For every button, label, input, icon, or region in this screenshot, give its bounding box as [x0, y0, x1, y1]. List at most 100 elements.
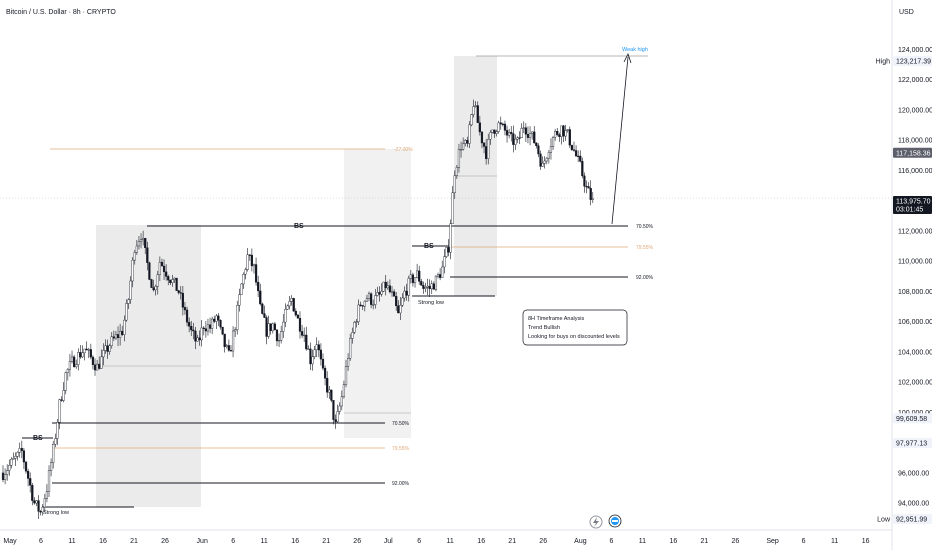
candle [323, 365, 327, 386]
candle [70, 350, 74, 364]
candle [87, 347, 90, 359]
candle [562, 124, 565, 143]
price-tag: 117,158.36 [893, 147, 932, 158]
candle [439, 268, 442, 281]
candle [240, 283, 243, 296]
level-label-7955-lower: 79.55% [392, 446, 410, 452]
candle [303, 327, 306, 343]
candle [8, 459, 11, 476]
candle [62, 382, 65, 403]
candle [480, 131, 484, 149]
candle [585, 180, 588, 194]
x-tick-label: 11 [447, 538, 454, 545]
candle [533, 126, 536, 144]
candle [468, 121, 471, 149]
candle [56, 419, 59, 446]
y-tick-label: 108,000.00 [898, 289, 932, 296]
x-tick-label: 11 [639, 538, 646, 545]
svg-text:92,951.99: 92,951.99 [896, 517, 927, 524]
bolt-icon[interactable] [589, 515, 603, 529]
strong-low-label-may: Strong low [43, 510, 69, 516]
candle [119, 323, 122, 346]
candle [518, 131, 521, 145]
level-label-92-lower: 92.00% [392, 481, 410, 487]
x-tick-label: 21 [130, 538, 138, 545]
candle [574, 145, 578, 158]
earnings-icon[interactable] [608, 514, 622, 528]
candle [470, 113, 473, 127]
candle [102, 343, 105, 366]
currency-label: USD [899, 9, 914, 16]
candle [43, 493, 46, 513]
candle [537, 143, 540, 158]
candle [64, 371, 67, 395]
candle [108, 343, 111, 355]
candle [3, 468, 7, 485]
level-label-7050-main: 70.50% [636, 224, 654, 230]
candle [577, 150, 580, 163]
svg-text:03:01:45: 03:01:45 [896, 206, 923, 213]
candle [382, 281, 385, 293]
candle [116, 326, 120, 347]
candle [386, 281, 389, 290]
candle [282, 314, 285, 338]
level-label-92-main: 92.00% [636, 275, 654, 281]
candle [380, 283, 383, 297]
y-tick-label: 116,000.00 [898, 168, 932, 175]
candle [192, 322, 195, 340]
candle [434, 275, 438, 292]
candle [125, 299, 128, 322]
candle [188, 317, 191, 333]
candle [583, 172, 586, 193]
candle [1, 465, 5, 483]
candle [579, 150, 582, 163]
price-axis[interactable]: 124,000.00 122,000.00 120,000.00 118,000.00… [898, 47, 932, 550]
x-tick-label: 16 [291, 538, 299, 545]
candle [505, 125, 509, 143]
candle [135, 239, 138, 255]
candle [399, 297, 402, 320]
candle [522, 121, 525, 134]
candle [286, 304, 289, 310]
candle [441, 260, 444, 278]
candle [257, 275, 260, 297]
candle [246, 248, 249, 272]
price-tag: 92,951.99 Low [877, 514, 932, 525]
candle [457, 143, 461, 173]
price-tags: 123,217.39 High 117,158.36 113,975.7003:01:… [876, 56, 932, 525]
strong-low-label-july: Strong low [418, 300, 444, 306]
candle [129, 276, 132, 304]
candle [263, 305, 266, 318]
candle [33, 497, 36, 505]
candle [409, 270, 412, 284]
x-tick-label: 6 [802, 538, 806, 545]
candle [541, 156, 544, 167]
candle [275, 329, 279, 347]
candle [110, 332, 113, 349]
candle [273, 321, 276, 331]
candle [464, 138, 467, 147]
candle [185, 306, 189, 327]
x-tick-label: 6 [231, 538, 235, 545]
x-tick-label: 16 [99, 538, 107, 545]
y-tick-label: 104,000.00 [898, 349, 932, 356]
candle [221, 326, 224, 336]
candle [114, 330, 118, 340]
x-tick-label: 11 [831, 538, 838, 545]
projection-arrow-head [623, 52, 632, 64]
candle [26, 468, 30, 487]
candle [81, 345, 84, 358]
candle [558, 132, 561, 142]
candle [516, 136, 519, 144]
candle [445, 246, 448, 259]
note-box[interactable]: 8H Timeframe Analysis Trend Bullish Look… [522, 309, 628, 346]
candle [162, 259, 166, 280]
candle [497, 120, 500, 134]
time-axis[interactable]: May 6 11 16 21 26 Jun 6 11 16 21 26 Jul 6 11 16 21 26 Aug 6… [3, 538, 869, 545]
candle [572, 141, 576, 152]
candle [535, 142, 538, 149]
candle [202, 325, 205, 336]
candle [317, 340, 320, 358]
candle [449, 219, 452, 260]
